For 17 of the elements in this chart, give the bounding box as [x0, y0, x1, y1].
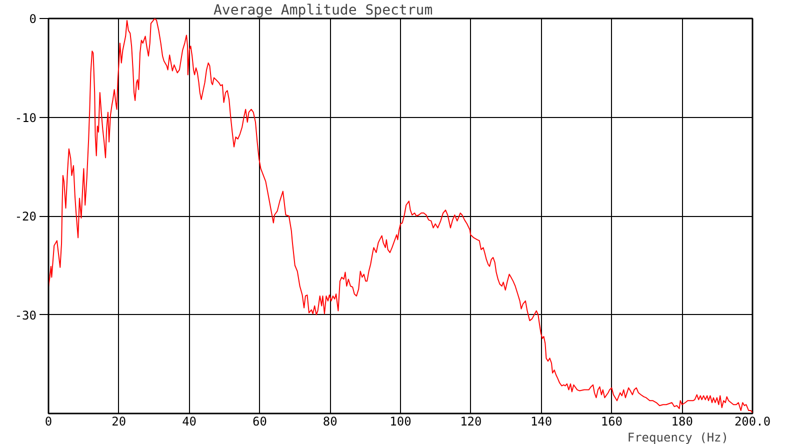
- y-tick-label: -30: [14, 308, 37, 322]
- x-tick-label: 0: [44, 414, 52, 428]
- y-tick-label: -10: [14, 110, 37, 125]
- x-tick-label: 180: [671, 414, 693, 428]
- x-tick-label: 160: [600, 414, 623, 428]
- x-axis-title: Frequency (Hz): [627, 430, 729, 444]
- x-tick-label: 100: [390, 414, 412, 428]
- x-tick-label: 140: [530, 414, 552, 428]
- x-tick-label: 60: [252, 414, 267, 428]
- x-tick-label: 80: [322, 414, 338, 428]
- x-tick-label: 20: [112, 414, 126, 428]
- x-tick-label: 40: [182, 414, 197, 428]
- chart-title: Average Amplitude Spectrum: [214, 2, 433, 18]
- x-tick-label: 200.0: [734, 414, 771, 428]
- x-tick-label: 120: [460, 414, 482, 428]
- y-tick-label: 0: [29, 12, 37, 26]
- y-tick-label: -20: [14, 210, 37, 224]
